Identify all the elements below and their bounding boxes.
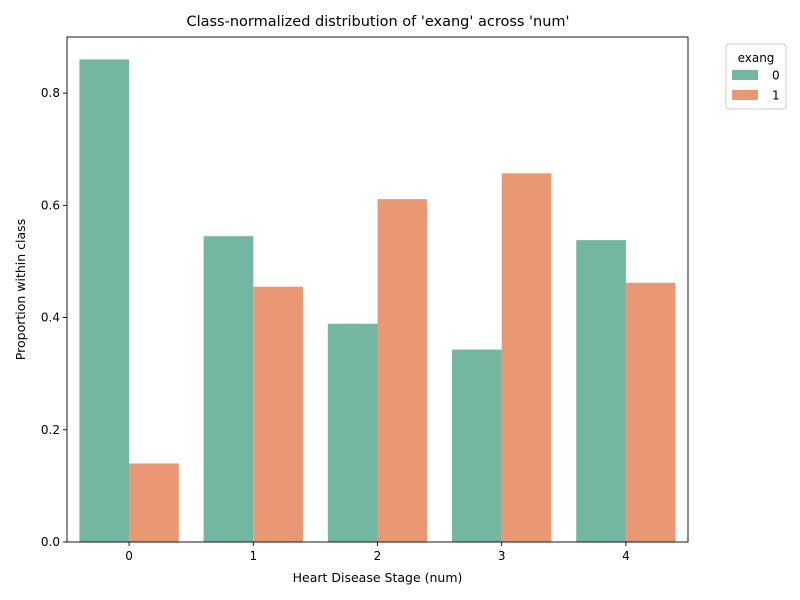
bar-num-0-exang-1 [129, 463, 179, 542]
y-axis-ticks: 0.0 0.2 0.4 0.6 0.8 [41, 86, 67, 549]
bars-layer [79, 59, 676, 542]
y-tick-label: 0.6 [41, 198, 60, 212]
x-tick-label: 2 [374, 549, 382, 563]
x-tick-label: 3 [498, 549, 506, 563]
legend-label-exang-1: 1 [772, 89, 780, 103]
legend-label-exang-0: 0 [772, 69, 780, 83]
legend-title: exang [738, 51, 775, 65]
y-tick-label: 0.8 [41, 86, 60, 100]
legend-swatch-exang-1 [732, 90, 758, 100]
bar-num-2-exang-1 [377, 199, 428, 542]
chart-title: Class-normalized distribution of 'exang'… [186, 14, 569, 30]
bar-num-3-exang-0 [452, 349, 502, 542]
y-tick-label: 0.4 [41, 311, 60, 325]
bar-num-1-exang-1 [253, 286, 303, 542]
x-tick-label: 4 [622, 549, 630, 563]
bar-num-1-exang-0 [203, 236, 254, 542]
y-tick-label: 0.0 [41, 535, 60, 549]
y-tick-label: 0.2 [41, 423, 60, 437]
x-tick-label: 0 [125, 549, 133, 563]
legend: exang 01 [725, 43, 787, 110]
x-tick-label: 1 [249, 549, 257, 563]
bar-num-2-exang-0 [327, 323, 378, 542]
bar-num-4-exang-1 [625, 282, 676, 542]
x-axis-ticks: 0 1 2 3 4 [125, 542, 630, 563]
legend-swatch-exang-0 [732, 70, 758, 80]
x-axis-title: Heart Disease Stage (num) [293, 570, 463, 585]
legend-items: 01 [732, 69, 780, 103]
y-axis-title: Proportion within class [13, 219, 28, 360]
bar-num-3-exang-1 [501, 173, 552, 542]
bar-num-4-exang-0 [576, 240, 626, 542]
bar-num-0-exang-0 [79, 59, 130, 542]
